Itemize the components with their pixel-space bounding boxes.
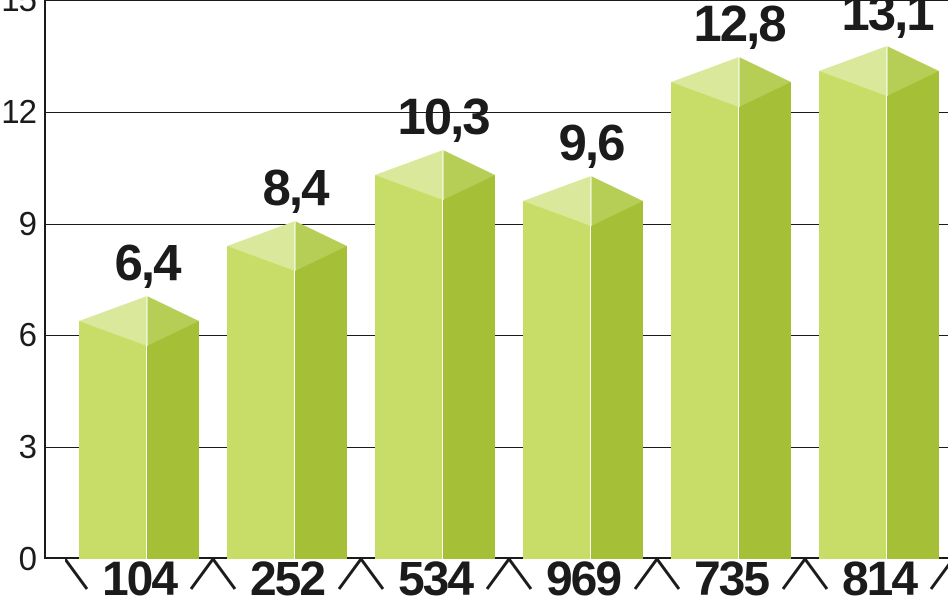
bar-top-face bbox=[671, 57, 791, 107]
y-tick-label: 9 bbox=[19, 205, 36, 243]
bar-value-label: 6,4 bbox=[115, 233, 180, 292]
bar bbox=[523, 176, 643, 559]
bar bbox=[227, 221, 347, 559]
x-axis-label: 735 bbox=[694, 552, 768, 607]
bar-side-face bbox=[591, 201, 643, 559]
bar-top-face bbox=[227, 221, 347, 271]
bar-value-label: 9,6 bbox=[559, 113, 624, 172]
bar-side-face bbox=[147, 321, 199, 560]
bar-front-face bbox=[671, 82, 739, 559]
x-axis-label: 814 bbox=[842, 552, 916, 607]
bar bbox=[819, 46, 939, 559]
y-tick-label: 12 bbox=[1, 93, 36, 131]
bar-front-face bbox=[819, 71, 887, 559]
bar-top-face bbox=[819, 46, 939, 96]
bar-front-face bbox=[375, 175, 443, 559]
bar-front-face bbox=[523, 201, 591, 559]
bar bbox=[375, 150, 495, 559]
x-axis-label: 969 bbox=[546, 552, 620, 607]
bar-value-label: 13,1 bbox=[841, 0, 932, 42]
x-axis-label: 534 bbox=[398, 552, 472, 607]
y-tick-label: 6 bbox=[19, 316, 36, 354]
x-axis-label: 104 bbox=[102, 552, 176, 607]
bar-chart: 6,41048,425210,35349,696912,873513,1814 … bbox=[0, 0, 948, 593]
bar-front-face bbox=[79, 321, 147, 560]
bar-value-label: 8,4 bbox=[263, 158, 328, 217]
bar-top-face bbox=[523, 176, 643, 226]
bar-side-face bbox=[887, 71, 939, 559]
x-axis-label: 252 bbox=[250, 552, 324, 607]
bar-value-label: 10,3 bbox=[397, 87, 488, 146]
bar-side-face bbox=[295, 246, 347, 559]
y-tick-label: 15 bbox=[1, 0, 36, 19]
bar bbox=[79, 296, 199, 560]
y-tick-label: 3 bbox=[19, 428, 36, 466]
y-tick-label: 0 bbox=[19, 540, 36, 578]
bar bbox=[671, 57, 791, 559]
bar-side-face bbox=[739, 82, 791, 559]
bar-value-label: 12,8 bbox=[693, 0, 784, 53]
bar-side-face bbox=[443, 175, 495, 559]
bars-container: 6,41048,425210,35349,696912,873513,1814 bbox=[44, 0, 948, 559]
bar-front-face bbox=[227, 246, 295, 559]
bar-top-face bbox=[79, 296, 199, 346]
bar-top-face bbox=[375, 150, 495, 200]
